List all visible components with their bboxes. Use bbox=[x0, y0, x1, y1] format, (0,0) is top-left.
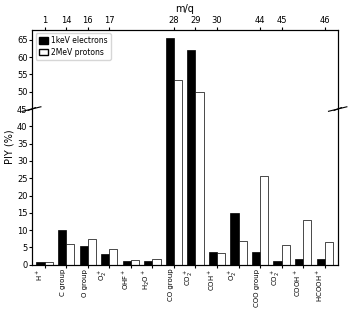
Legend: 1keV electrons, 2MeV protons: 1keV electrons, 2MeV protons bbox=[36, 33, 111, 60]
Bar bbox=[217, 253, 225, 265]
Bar bbox=[122, 261, 131, 265]
Bar bbox=[174, 80, 182, 265]
Bar bbox=[187, 50, 196, 265]
Bar bbox=[295, 259, 303, 265]
Bar bbox=[88, 239, 96, 265]
Bar bbox=[45, 262, 53, 265]
Bar bbox=[282, 245, 290, 265]
X-axis label: m/q: m/q bbox=[175, 4, 194, 14]
Bar bbox=[239, 242, 247, 265]
Y-axis label: PIY (%): PIY (%) bbox=[4, 130, 14, 165]
Bar bbox=[317, 259, 325, 265]
Bar bbox=[79, 246, 88, 265]
Bar bbox=[252, 252, 260, 265]
Bar bbox=[273, 261, 282, 265]
Bar bbox=[230, 213, 239, 265]
Bar bbox=[101, 253, 109, 265]
Bar bbox=[166, 38, 174, 265]
Bar bbox=[36, 262, 45, 265]
Bar bbox=[66, 244, 75, 265]
Bar bbox=[58, 230, 66, 265]
Bar bbox=[303, 220, 312, 265]
Bar bbox=[109, 249, 118, 265]
Bar bbox=[209, 252, 217, 265]
Bar bbox=[131, 260, 139, 265]
Bar bbox=[152, 259, 161, 265]
Bar bbox=[144, 261, 152, 265]
Bar bbox=[325, 242, 333, 265]
Bar bbox=[260, 176, 268, 265]
Bar bbox=[196, 92, 204, 265]
